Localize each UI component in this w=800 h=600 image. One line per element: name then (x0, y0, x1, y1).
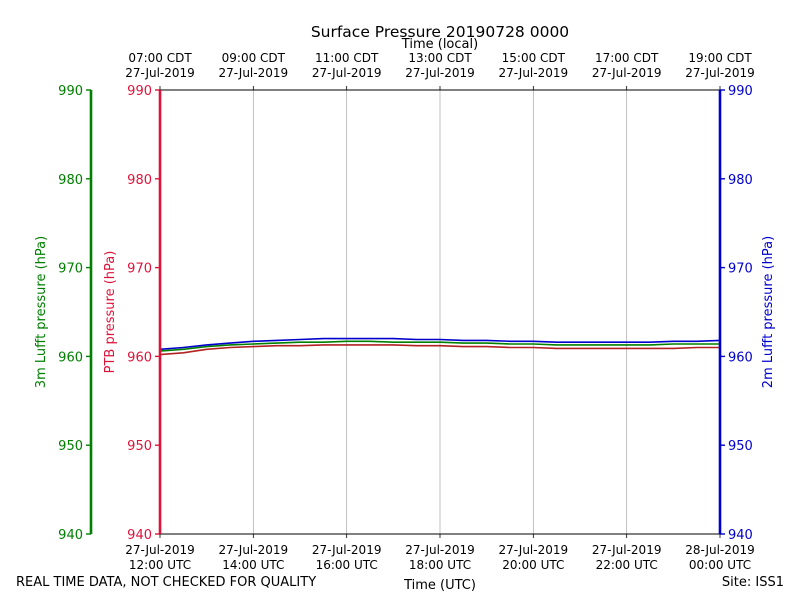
data-series (159, 337, 721, 356)
y-axis-label-lufft2m: 2m Lufft pressure (hPa) (761, 236, 776, 388)
y-tick-label-lufft2m: 970 (728, 262, 753, 277)
series-line-lufft3m (159, 340, 720, 352)
x-tick-label-bottom-time: 22:00 UTC (596, 558, 658, 572)
y-tick-label-lufft3m: 970 (58, 262, 83, 277)
y-tick-label-lufft2m: 950 (728, 439, 753, 454)
x-grid (252, 90, 628, 534)
x-tick-label-bottom-date: 27-Jul-2019 (592, 543, 662, 557)
series-line-lufft2m (159, 337, 721, 351)
y-axes: 940 950 960 970 980 990 3m Lufft pressure (hPa… (34, 84, 776, 543)
y-tick-label-ptb: 960 (127, 350, 152, 365)
x-tick-label-bottom-date: 27-Jul-2019 (312, 543, 382, 557)
x-tick-label-bottom-date: 27-Jul-2019 (405, 543, 475, 557)
bottom-axis-label: Time (UTC) (403, 578, 476, 593)
quality-disclaimer: REAL TIME DATA, NOT CHECKED FOR QUALITY (16, 575, 317, 590)
x-tick-label-top-time: 17:00 CDT (595, 51, 659, 65)
chart-title: Surface Pressure 20190728 0000 (311, 23, 569, 41)
y-axis-label-ptb: PTB pressure (hPa) (103, 251, 118, 374)
x-tick-label-bottom-date: 28-Jul-2019 (685, 543, 755, 557)
x-tick-label-bottom-date: 27-Jul-2019 (499, 543, 569, 557)
y-tick-label-lufft2m: 960 (728, 350, 753, 365)
x-tick-label-top-date: 27-Jul-2019 (312, 66, 382, 80)
x-tick-label-top-date: 27-Jul-2019 (405, 66, 475, 80)
y-tick-label-lufft3m: 940 (58, 528, 83, 543)
y-tick-label-ptb: 990 (127, 84, 152, 99)
x-tick-label-top-time: 19:00 CDT (688, 51, 752, 65)
x-tick-label-bottom-date: 27-Jul-2019 (125, 543, 195, 557)
x-tick-label-top-date: 27-Jul-2019 (125, 66, 195, 80)
x-tick-label-bottom-time: 20:00 UTC (502, 558, 564, 572)
y-tick-label-lufft3m: 990 (58, 84, 83, 99)
y-tick-label-ptb: 940 (127, 528, 152, 543)
y-tick-label-ptb: 970 (127, 262, 152, 277)
site-label: Site: ISS1 (721, 575, 784, 590)
top-axis-label: Time (local) (401, 37, 478, 52)
x-tick-label-bottom-time: 14:00 UTC (222, 558, 284, 572)
x-tick-label-bottom-time: 12:00 UTC (129, 558, 191, 572)
y-tick-label-lufft2m: 990 (728, 84, 753, 99)
x-tick-label-top-date: 27-Jul-2019 (685, 66, 755, 80)
y-tick-label-lufft3m: 950 (58, 439, 83, 454)
x-tick-label-top-date: 27-Jul-2019 (499, 66, 569, 80)
x-tick-label-top-time: 13:00 CDT (408, 51, 472, 65)
y-tick-label-ptb: 950 (127, 439, 152, 454)
x-tick-label-top-date: 27-Jul-2019 (592, 66, 662, 80)
x-tick-label-top-time: 11:00 CDT (315, 51, 379, 65)
y-tick-label-lufft2m: 940 (728, 528, 753, 543)
x-tick-label-bottom-time: 18:00 UTC (409, 558, 471, 572)
x-tick-label-top-time: 09:00 CDT (222, 51, 286, 65)
y-tick-label-lufft3m: 980 (58, 173, 83, 188)
y-tick-label-lufft3m: 960 (58, 350, 83, 365)
y-axis-label-lufft3m: 3m Lufft pressure (hPa) (34, 236, 49, 388)
x-tick-label-top-time: 15:00 CDT (502, 51, 566, 65)
x-tick-label-bottom-time: 16:00 UTC (316, 558, 378, 572)
x-tick-label-bottom-date: 27-Jul-2019 (219, 543, 289, 557)
x-tick-label-top-time: 07:00 CDT (128, 51, 192, 65)
x-tick-label-bottom-time: 00:00 UTC (689, 558, 751, 572)
y-tick-label-ptb: 980 (127, 173, 152, 188)
series-line-ptb (159, 344, 720, 356)
y-tick-label-lufft2m: 980 (728, 173, 753, 188)
x-tick-label-top-date: 27-Jul-2019 (219, 66, 289, 80)
